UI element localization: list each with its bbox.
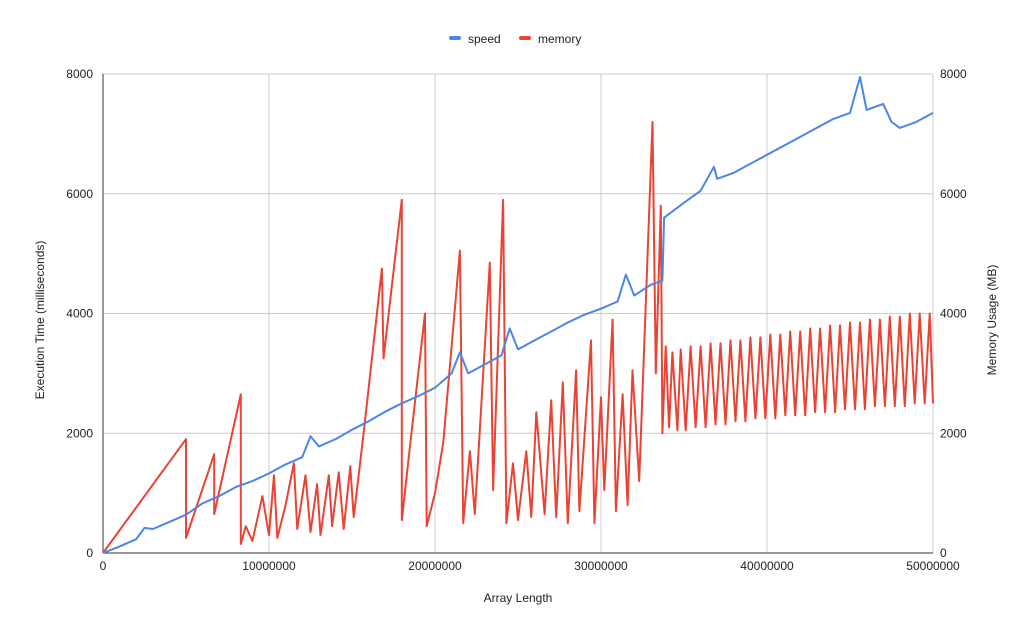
y-right-tick-label: 4000	[940, 307, 967, 321]
x-tick-label: 20000000	[408, 559, 462, 573]
axes	[102, 74, 933, 554]
x-tick-label: 0	[100, 559, 107, 573]
tick-labels: 0 2000 4000 6000 8000 0 2000 4000 6000 8000 0 10000…	[66, 67, 967, 573]
x-tick-label: 10000000	[242, 559, 296, 573]
x-tick-label: 50000000	[906, 559, 960, 573]
legend: speed memory	[449, 32, 581, 46]
y-right-axis-title: Memory Usage (MB)	[985, 265, 999, 376]
y-left-axis-title: Execution Time (milliseconds)	[33, 241, 47, 400]
series-layer	[102, 76, 934, 554]
y-left-tick-label: 0	[86, 546, 93, 560]
y-left-tick-label: 8000	[66, 67, 93, 81]
y-right-tick-label: 2000	[940, 426, 967, 440]
y-right-tick-label: 0	[940, 546, 947, 560]
legend-label-speed: speed	[468, 32, 501, 46]
y-left-tick-label: 6000	[66, 187, 93, 201]
legend-swatch-memory	[519, 36, 531, 40]
x-tick-label: 30000000	[574, 559, 628, 573]
x-axis-title: Array Length	[484, 591, 553, 605]
gridlines	[103, 73, 934, 554]
y-right-tick-label: 6000	[940, 187, 967, 201]
y-left-tick-label: 4000	[66, 307, 93, 321]
series-line-speed	[102, 76, 934, 554]
y-right-tick-label: 8000	[940, 67, 967, 81]
y-left-tick-label: 2000	[66, 426, 93, 440]
legend-label-memory: memory	[538, 32, 581, 46]
legend-swatch-speed	[449, 36, 461, 40]
x-tick-label: 40000000	[740, 559, 794, 573]
series-line-memory	[102, 120, 934, 554]
